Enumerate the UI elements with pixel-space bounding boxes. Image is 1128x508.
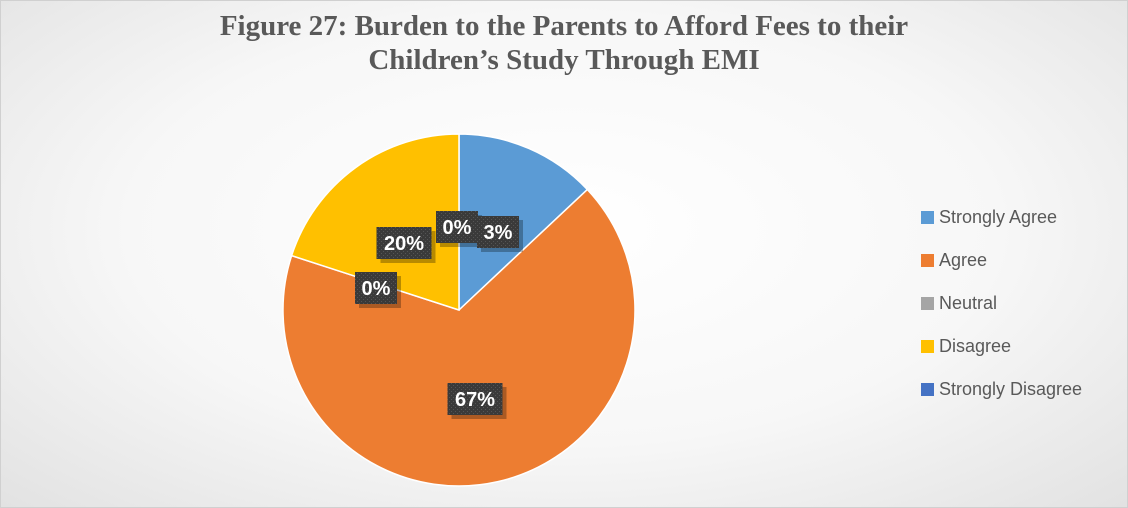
data-label-neutral: 0% — [355, 272, 401, 308]
legend-label-strongly-agree: Strongly Agree — [939, 206, 1057, 229]
data-label-strongly-disagree: 0% — [436, 211, 482, 247]
legend-label-disagree: Disagree — [939, 335, 1011, 358]
legend-swatch-agree — [921, 254, 934, 267]
data-label-text-agree: 67% — [455, 389, 495, 411]
data-label-text-strongly-agree: 3% — [484, 222, 513, 244]
legend-swatch-disagree — [921, 340, 934, 353]
legend-swatch-strongly-agree — [921, 211, 934, 224]
data-label-agree: 67% — [448, 383, 507, 419]
data-label-text-strongly-disagree: 0% — [443, 217, 472, 239]
legend-swatch-neutral — [921, 297, 934, 310]
data-label-text-disagree: 20% — [384, 233, 424, 255]
legend-swatch-strongly-disagree — [921, 383, 934, 396]
legend-label-strongly-disagree: Strongly Disagree — [939, 378, 1082, 401]
data-label-text-neutral: 0% — [362, 278, 391, 300]
data-label-strongly-agree: 3% — [477, 216, 523, 252]
data-label-disagree: 20% — [377, 227, 436, 263]
legend-label-agree: Agree — [939, 249, 987, 272]
legend-label-neutral: Neutral — [939, 292, 997, 315]
